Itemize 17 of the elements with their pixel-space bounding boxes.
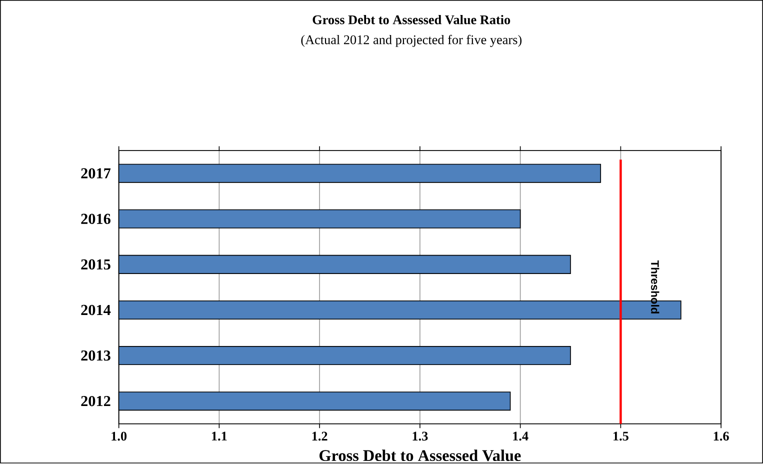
x-tick-label: 1.3: [412, 432, 428, 441]
chart-subtitle: (Actual 2012 and projected for five years): [301, 35, 522, 48]
x-tick-label: 1.6: [714, 432, 729, 441]
x-tick-label: 1.4: [513, 432, 528, 441]
x-tick-label: 1.2: [312, 432, 328, 441]
chart-title: Gross Debt to Assessed Value Ratio: [312, 15, 510, 25]
x-tick-label: 1.5: [614, 432, 628, 441]
y-tick-label: 2012: [81, 396, 110, 406]
x-axis-title: Gross Debt to Assessed Value: [320, 450, 521, 462]
y-tick-label: 2015: [81, 260, 110, 270]
x-tick-label: 1.0: [112, 432, 127, 441]
y-tick-label: 2014: [81, 305, 111, 316]
y-tick-label: 2017: [81, 168, 111, 179]
y-tick-label: 2016: [81, 214, 110, 224]
y-tick-label: 2013: [81, 350, 110, 361]
x-tick-label: 1.1: [212, 432, 227, 441]
ref-line-label: Threshold: [651, 260, 660, 314]
